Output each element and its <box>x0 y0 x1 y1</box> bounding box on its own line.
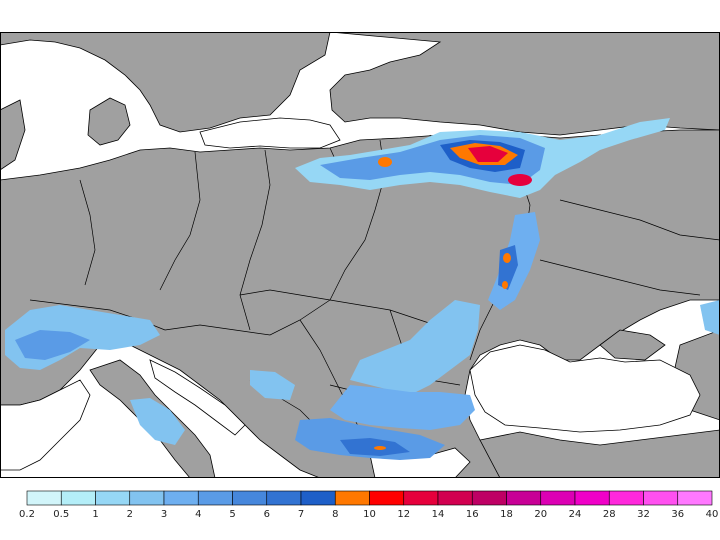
legend-label: 1 <box>92 509 98 520</box>
precipitation-map <box>0 32 720 478</box>
legend-label: 16 <box>466 509 479 520</box>
legend-label: 10 <box>363 509 376 520</box>
legend-swatch <box>266 490 302 506</box>
legend-label: 8 <box>332 509 338 520</box>
legend-label: 14 <box>432 509 445 520</box>
legend-swatches <box>26 490 713 506</box>
legend-label: 5 <box>229 509 235 520</box>
continent-land <box>0 129 720 478</box>
legend-swatch <box>471 490 507 506</box>
legend-label: 18 <box>500 509 513 520</box>
legend-label: 6 <box>264 509 270 520</box>
legend-label: 32 <box>637 509 650 520</box>
scandinavia-land <box>0 32 331 133</box>
legend-label: 7 <box>298 509 304 520</box>
crimea-land <box>599 329 666 361</box>
legend-label: 0.2 <box>19 509 35 520</box>
precipitation-legend: 0.2 0.5 1 2 3 4 5 6 7 8 10 12 14 16 18 20 24 28 32 36 40 <box>19 490 718 520</box>
legend-swatch <box>300 490 336 506</box>
legend-swatch <box>60 490 96 506</box>
legend-label: 40 <box>706 509 719 520</box>
black-sea <box>469 344 701 433</box>
legend-swatch <box>403 490 439 506</box>
legend-swatch <box>437 490 473 506</box>
precipitation-overlay <box>5 118 720 460</box>
legend-swatch <box>574 490 610 506</box>
anatolia-land <box>479 429 720 478</box>
adriatic-sea <box>149 359 246 436</box>
legend-swatch <box>369 490 405 506</box>
legend-label: 4 <box>195 509 201 520</box>
legend-label: 12 <box>397 509 410 520</box>
denmark-land <box>87 97 131 146</box>
baltic-inlet <box>199 117 341 149</box>
legend-label: 2 <box>127 509 133 520</box>
legend-swatch <box>197 490 233 506</box>
legend-swatch <box>643 490 679 506</box>
legend-swatch <box>129 490 165 506</box>
legend-swatch <box>95 490 131 506</box>
legend-swatch <box>506 490 542 506</box>
legend-swatch <box>540 490 576 506</box>
legend-label: 20 <box>534 509 547 520</box>
legend-label: 36 <box>671 509 684 520</box>
finland-russia-land <box>329 32 720 136</box>
legend-label: 24 <box>569 509 582 520</box>
legend-label: 28 <box>603 509 616 520</box>
legend-swatch <box>677 490 713 506</box>
legend-swatch <box>232 490 268 506</box>
legend-labels: 0.2 0.5 1 2 3 4 5 6 7 8 10 12 14 16 18 20 24 28 32 36 40 <box>19 509 718 520</box>
mediterranean-west <box>0 379 91 471</box>
legend-label: 3 <box>161 509 167 520</box>
legend-swatch <box>163 490 199 506</box>
legend-swatch <box>608 490 644 506</box>
legend-label: 0.5 <box>53 509 69 520</box>
britain-land <box>0 99 26 171</box>
legend-swatch <box>26 490 62 506</box>
legend-swatch <box>334 490 370 506</box>
